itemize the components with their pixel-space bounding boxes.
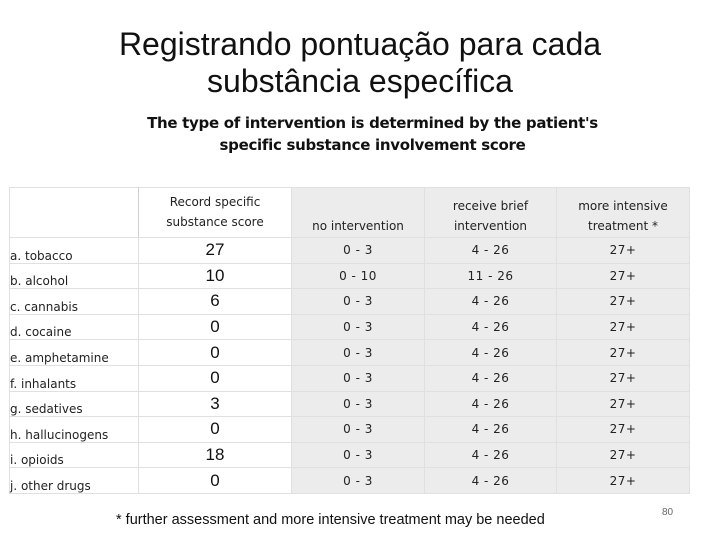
no-intervention-range: 0 - 3 <box>291 441 425 469</box>
no-intervention-range: 0 - 3 <box>291 288 425 315</box>
table-row: g. sedatives 3 0 - 3 4 - 26 27+ <box>9 390 690 418</box>
table-row: c. cannabis 6 0 - 3 4 - 26 27+ <box>9 288 690 315</box>
brief-intervention-range: 4 - 26 <box>424 339 557 366</box>
slide-subtitle: The type of intervention is determined b… <box>0 112 720 156</box>
substance-score-table: Record specific substance score no inter… <box>9 187 690 494</box>
brief-intervention-range: 4 - 26 <box>424 390 557 418</box>
substance-score: 0 <box>138 467 292 494</box>
intensive-treatment-range: 27+ <box>556 390 690 418</box>
brief-intervention-range: 4 - 26 <box>424 313 557 341</box>
table-header-row: Record specific substance score no inter… <box>9 187 690 238</box>
slide-title: Registrando pontuação para cada substânc… <box>0 26 720 100</box>
substance-name: f. inhalants <box>9 364 139 392</box>
slide-title-line-2: substância específica <box>207 63 513 99</box>
table-row: a. tobacco 27 0 - 3 4 - 26 27+ <box>9 237 690 264</box>
brief-intervention-range: 4 - 26 <box>424 237 557 264</box>
substance-name: j. other drugs <box>9 467 139 494</box>
substance-score: 6 <box>138 288 292 315</box>
brief-intervention-range: 11 - 26 <box>424 262 557 290</box>
substance-score: 18 <box>138 441 292 469</box>
slide-subtitle-line-2: specific substance involvement score <box>219 136 526 154</box>
substance-name: d. cocaine <box>9 313 139 341</box>
no-intervention-range: 0 - 3 <box>291 416 425 443</box>
brief-intervention-range: 4 - 26 <box>424 416 557 443</box>
substance-name: c. cannabis <box>9 288 139 315</box>
intensive-treatment-range: 27+ <box>556 416 690 443</box>
intensive-treatment-range: 27+ <box>556 237 690 264</box>
intensive-treatment-range: 27+ <box>556 441 690 469</box>
table-row: e. amphetamine 0 0 - 3 4 - 26 27+ <box>9 339 690 366</box>
header-no-intervention: no intervention <box>291 187 425 238</box>
substance-score: 0 <box>138 364 292 392</box>
slide-number: 80 <box>662 507 674 518</box>
slide-subtitle-line-1: The type of intervention is determined b… <box>147 114 598 132</box>
intensive-treatment-range: 27+ <box>556 364 690 392</box>
substance-name: g. sedatives <box>9 390 139 418</box>
brief-intervention-range: 4 - 26 <box>424 467 557 494</box>
substance-name: i. opioids <box>9 441 139 469</box>
brief-intervention-range: 4 - 26 <box>424 441 557 469</box>
substance-name: b. alcohol <box>9 262 139 290</box>
intensive-treatment-range: 27+ <box>556 288 690 315</box>
no-intervention-range: 0 - 3 <box>291 237 425 264</box>
table-row: h. hallucinogens 0 0 - 3 4 - 26 27+ <box>9 416 690 443</box>
table-row: i. opioids 18 0 - 3 4 - 26 27+ <box>9 441 690 469</box>
substance-score: 0 <box>138 416 292 443</box>
footnote: * further assessment and more intensive … <box>116 512 545 528</box>
brief-intervention-range: 4 - 26 <box>424 288 557 315</box>
header-intensive-treatment: more intensive treatment * <box>556 187 690 238</box>
table-row: j. other drugs 0 0 - 3 4 - 26 27+ <box>9 467 690 494</box>
header-intensive-treatment-line-1: more intensive <box>578 199 668 213</box>
no-intervention-range: 0 - 3 <box>291 339 425 366</box>
no-intervention-range: 0 - 3 <box>291 467 425 494</box>
brief-intervention-range: 4 - 26 <box>424 364 557 392</box>
no-intervention-range: 0 - 3 <box>291 364 425 392</box>
substance-score: 10 <box>138 262 292 290</box>
no-intervention-range: 0 - 3 <box>291 313 425 341</box>
substance-score: 27 <box>138 237 292 264</box>
intensive-treatment-range: 27+ <box>556 467 690 494</box>
header-no-intervention-line-2: no intervention <box>312 219 404 233</box>
header-substance-blank <box>9 187 139 238</box>
table-row: b. alcohol 10 0 - 10 11 - 26 27+ <box>9 262 690 290</box>
substance-score: 0 <box>138 339 292 366</box>
header-score-line-1: Record specific <box>169 195 261 209</box>
table-row: d. cocaine 0 0 - 3 4 - 26 27+ <box>9 313 690 341</box>
substance-name: a. tobacco <box>9 237 139 264</box>
header-brief-intervention-line-1: receive brief <box>452 199 529 213</box>
header-score-line-2: substance score <box>166 215 264 229</box>
intensive-treatment-range: 27+ <box>556 313 690 341</box>
intensive-treatment-range: 27+ <box>556 339 690 366</box>
no-intervention-range: 0 - 3 <box>291 390 425 418</box>
intensive-treatment-range: 27+ <box>556 262 690 290</box>
substance-name: h. hallucinogens <box>9 416 139 443</box>
substance-score: 0 <box>138 313 292 341</box>
header-brief-intervention: receive brief intervention <box>424 187 557 238</box>
header-brief-intervention-line-2: intervention <box>453 219 528 233</box>
substance-name: e. amphetamine <box>9 339 139 366</box>
substance-score: 3 <box>138 390 292 418</box>
table-row: f. inhalants 0 0 - 3 4 - 26 27+ <box>9 364 690 392</box>
header-score: Record specific substance score <box>138 187 292 238</box>
header-intensive-treatment-line-2: treatment * <box>587 219 658 233</box>
no-intervention-range: 0 - 10 <box>291 262 425 290</box>
slide-title-line-1: Registrando pontuação para cada <box>118 26 602 62</box>
